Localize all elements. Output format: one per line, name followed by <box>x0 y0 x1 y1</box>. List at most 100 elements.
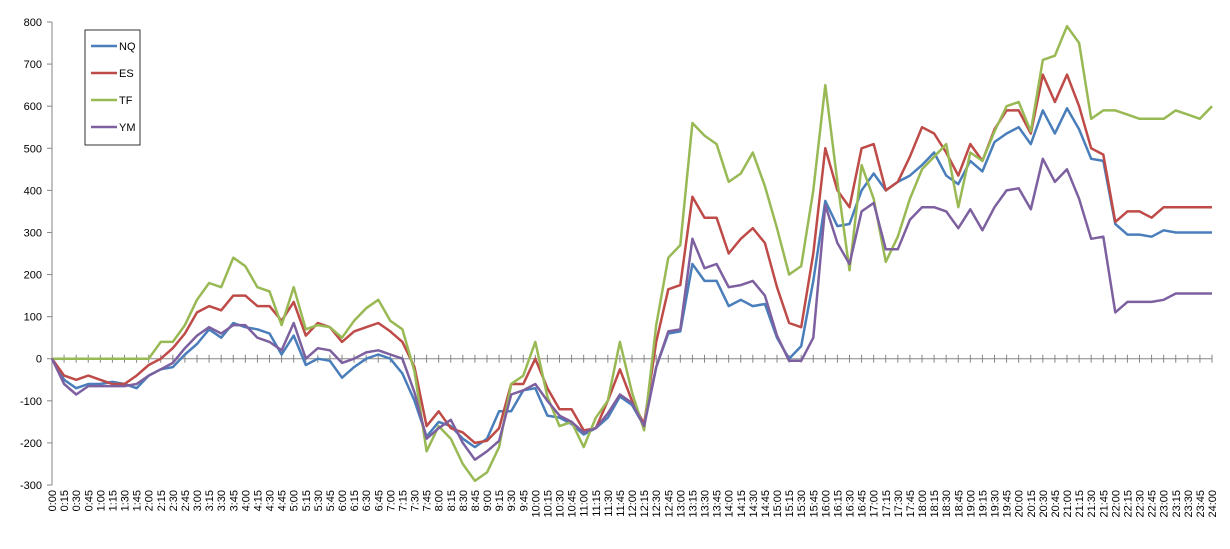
x-tick-label: 14:30 <box>748 490 760 518</box>
x-tick-label: 19:45 <box>1002 490 1014 518</box>
x-tick-label: 9:45 <box>518 490 530 511</box>
y-tick-label: 400 <box>24 185 42 197</box>
x-tick-label: 13:30 <box>700 490 712 518</box>
x-tick-label: 7:00 <box>385 490 397 511</box>
x-tick-label: 11:30 <box>603 490 615 517</box>
x-tick-label: 8:30 <box>458 490 470 511</box>
x-tick-label: 22:30 <box>1135 490 1147 518</box>
x-tick-label: 2:30 <box>168 490 180 511</box>
x-tick-label: 6:30 <box>361 490 373 511</box>
x-tick-label: 18:45 <box>953 490 965 518</box>
x-tick-label: 12:30 <box>651 490 663 518</box>
x-tick-label: 12:15 <box>639 490 651 518</box>
x-tick-label: 3:30 <box>216 490 228 511</box>
x-tick-label: 2:45 <box>180 490 192 511</box>
x-tick-label: 16:00 <box>820 490 832 518</box>
y-tick-label: 0 <box>36 354 42 366</box>
x-tick-label: 21:00 <box>1062 490 1074 518</box>
x-tick-label: 11:00 <box>579 490 591 517</box>
y-tick-label: 500 <box>24 143 42 155</box>
x-tick-label: 5:45 <box>325 490 337 511</box>
y-tick-label: -300 <box>20 480 42 492</box>
x-tick-label: 21:15 <box>1074 490 1086 518</box>
x-tick-label: 1:30 <box>120 490 132 511</box>
x-tick-label: 3:15 <box>204 490 216 511</box>
y-tick-label: 700 <box>24 59 42 71</box>
x-tick-label: 4:30 <box>265 490 277 511</box>
legend-label: YM <box>119 122 136 134</box>
x-tick-label: 6:15 <box>349 490 361 511</box>
x-tick-label: 0:45 <box>83 490 95 511</box>
x-tick-label: 8:15 <box>446 490 458 511</box>
x-tick-label: 1:00 <box>95 490 107 511</box>
x-tick-label: 1:45 <box>132 490 144 511</box>
x-tick-label: 14:15 <box>736 490 748 518</box>
x-tick-label: 22:45 <box>1147 490 1159 518</box>
x-tick-label: 3:45 <box>228 490 240 511</box>
x-tick-label: 4:15 <box>252 490 264 511</box>
x-tick-label: 3:00 <box>192 490 204 511</box>
x-tick-label: 17:30 <box>893 490 905 518</box>
x-tick-label: 11:45 <box>615 490 627 517</box>
x-tick-label: 16:30 <box>845 490 857 518</box>
x-tick-label: 0:15 <box>59 490 71 511</box>
y-tick-label: 800 <box>24 17 42 29</box>
x-tick-label: 22:15 <box>1122 490 1134 518</box>
x-tick-label: 4:45 <box>277 490 289 511</box>
x-tick-label: 5:15 <box>301 490 313 511</box>
x-tick-label: 10:30 <box>555 490 567 518</box>
x-tick-label: 0:30 <box>71 490 83 511</box>
x-tick-label: 2:00 <box>144 490 156 511</box>
x-tick-label: 7:30 <box>410 490 422 511</box>
x-tick-label: 9:30 <box>506 490 518 511</box>
x-tick-label: 5:00 <box>289 490 301 511</box>
series-line <box>50 73 1212 445</box>
series-line <box>52 24 1213 483</box>
x-tick-label: 17:00 <box>869 490 881 518</box>
x-tick-label: 13:15 <box>687 490 699 518</box>
y-tick-label: 600 <box>24 101 42 113</box>
legend-label: TF <box>119 95 133 107</box>
x-tick-label: 18:30 <box>941 490 953 518</box>
x-tick-label: 10:00 <box>530 490 542 518</box>
legend-label: NQ <box>119 41 136 53</box>
x-tick-label: 14:45 <box>760 490 772 518</box>
x-tick-label: 19:15 <box>977 490 989 518</box>
x-tick-label: 5:30 <box>313 490 325 511</box>
x-tick-label: 17:45 <box>905 490 917 518</box>
x-tick-label: 9:00 <box>482 490 494 511</box>
x-tick-label: 19:30 <box>990 490 1002 518</box>
y-tick-label: 300 <box>24 227 42 239</box>
x-tick-label: 19:00 <box>965 490 977 518</box>
x-tick-label: 18:00 <box>917 490 929 518</box>
x-tick-label: 20:15 <box>1026 490 1038 518</box>
series-line <box>50 157 1212 461</box>
x-tick-label: 13:45 <box>712 490 724 518</box>
x-tick-label: 21:45 <box>1098 490 1110 518</box>
x-tick-label: 17:15 <box>881 490 893 518</box>
x-tick-label: 20:30 <box>1038 490 1050 518</box>
x-tick-label: 23:45 <box>1195 490 1207 518</box>
x-tick-label: 9:15 <box>494 490 506 511</box>
x-tick-label: 13:00 <box>675 490 687 518</box>
x-tick-label: 10:45 <box>567 490 579 518</box>
y-tick-label: 100 <box>24 312 42 324</box>
x-tick-label: 4:00 <box>240 490 252 511</box>
x-tick-label: 15:00 <box>772 490 784 518</box>
x-tick-label: 12:00 <box>627 490 639 518</box>
x-tick-label: 10:15 <box>542 490 554 518</box>
x-tick-label: 11:15 <box>591 490 603 517</box>
x-tick-label: 22:00 <box>1110 490 1122 518</box>
x-tick-label: 21:30 <box>1086 490 1098 518</box>
x-tick-label: 23:30 <box>1183 490 1195 518</box>
y-tick-label: -100 <box>20 396 42 408</box>
x-tick-label: 8:00 <box>434 490 446 511</box>
x-tick-label: 7:15 <box>397 490 409 511</box>
x-tick-label: 15:30 <box>796 490 808 518</box>
x-tick-label: 14:00 <box>724 490 736 518</box>
x-tick-label: 6:45 <box>373 490 385 511</box>
x-tick-label: 20:00 <box>1014 490 1026 518</box>
x-tick-label: 15:45 <box>808 490 820 518</box>
